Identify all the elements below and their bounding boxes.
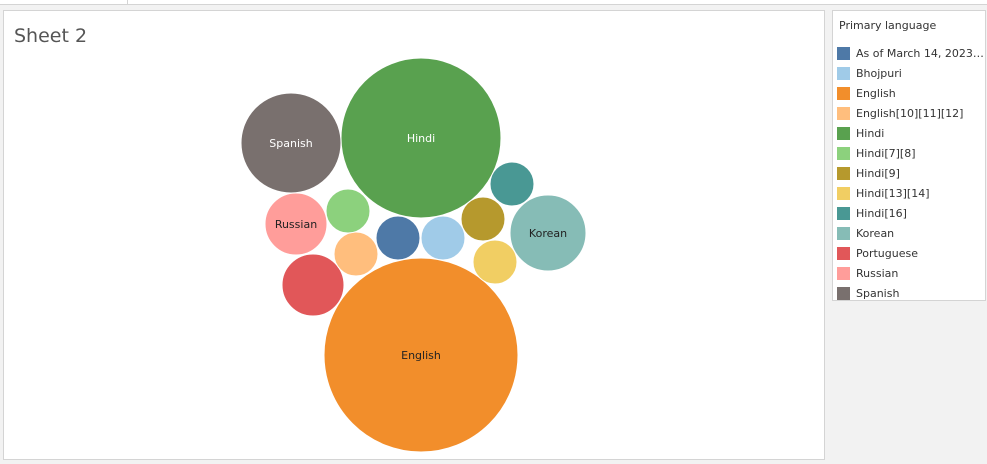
legend-swatch (837, 246, 850, 260)
legend-item-label: Hindi[9] (856, 166, 900, 180)
legend-item-label: English (856, 86, 896, 100)
bubble-russian[interactable] (264, 192, 328, 256)
legend-item-label: Spanish (856, 286, 900, 300)
legend-item-label: Portuguese (856, 246, 918, 260)
bubble-korean[interactable] (509, 194, 587, 272)
legend-item[interactable]: Korean (837, 223, 985, 243)
bubble-english-10-11-12[interactable] (333, 231, 379, 277)
legend-item[interactable]: Portuguese (837, 243, 985, 263)
bubble-hindi-16[interactable] (489, 161, 535, 207)
legend-title: Primary language (839, 19, 937, 32)
bubble-label: Hindi (407, 132, 435, 145)
legend-item[interactable]: Hindi[13][14] (837, 183, 985, 203)
legend-swatch (837, 146, 850, 160)
bubble-hindi-7-8[interactable] (325, 188, 371, 234)
legend-item[interactable]: English[10][11][12] (837, 103, 985, 123)
toolbar-divider (127, 0, 128, 4)
legend-item-label: Hindi[16] (856, 206, 907, 220)
legend-item-label: English[10][11][12] (856, 106, 964, 120)
legend-swatch (837, 66, 850, 80)
legend-swatch (837, 206, 850, 220)
bubble-portuguese[interactable] (281, 253, 345, 317)
legend-item-label: As of March 14, 2023[4] (856, 46, 986, 60)
legend-item-label: Hindi (856, 126, 885, 140)
top-toolbar-strip (0, 0, 987, 5)
legend-item[interactable]: Bhojpuri (837, 63, 985, 83)
legend-item[interactable]: Hindi (837, 123, 985, 143)
bubble-chart[interactable]: English Hindi Spanish Korean Russian (4, 11, 824, 459)
legend-item-label: Russian (856, 266, 899, 280)
legend-item-label: Korean (856, 226, 895, 240)
legend-item[interactable]: Hindi[7][8] (837, 143, 985, 163)
legend-list: As of March 14, 2023[4] Bhojpuri English En… (837, 43, 986, 300)
legend-swatch (837, 106, 850, 120)
legend-item[interactable]: Spanish (837, 283, 985, 300)
bubble-hindi-13-14[interactable] (472, 239, 518, 285)
legend-item-label: Hindi[13][14] (856, 186, 930, 200)
bubble-label: English (401, 349, 441, 362)
legend-swatch (837, 86, 850, 100)
legend-swatch (837, 126, 850, 140)
legend-item[interactable]: English (837, 83, 985, 103)
legend-item-label: Bhojpuri (856, 66, 902, 80)
legend-item-label: Hindi[7][8] (856, 146, 916, 160)
legend-item[interactable]: As of March 14, 2023[4] (837, 43, 986, 63)
legend-swatch (837, 286, 850, 300)
bubble-as-of-march-14-2023-4[interactable] (375, 215, 421, 261)
bubble-english[interactable] (323, 257, 519, 453)
bubble-label: Korean (529, 227, 567, 240)
sheet-title: Sheet 2 (14, 25, 88, 47)
bubble-bhojpuri[interactable] (420, 215, 466, 261)
legend-item[interactable]: Hindi[16] (837, 203, 985, 223)
legend-swatch (837, 226, 850, 240)
bubble-label: Russian (275, 218, 317, 231)
legend-item[interactable]: Russian (837, 263, 985, 283)
bubble-hindi-9[interactable] (460, 196, 506, 242)
bubble-label: Spanish (269, 137, 312, 150)
legend-swatch (837, 186, 850, 200)
color-legend[interactable]: Primary language As of March 14, 2023[4]… (832, 10, 986, 301)
sheet-view[interactable]: Sheet 2 English Hindi Spanish Korean Russian (3, 10, 825, 460)
legend-swatch (837, 46, 850, 60)
legend-swatch (837, 266, 850, 280)
legend-item[interactable]: Hindi[9] (837, 163, 985, 183)
legend-swatch (837, 166, 850, 180)
